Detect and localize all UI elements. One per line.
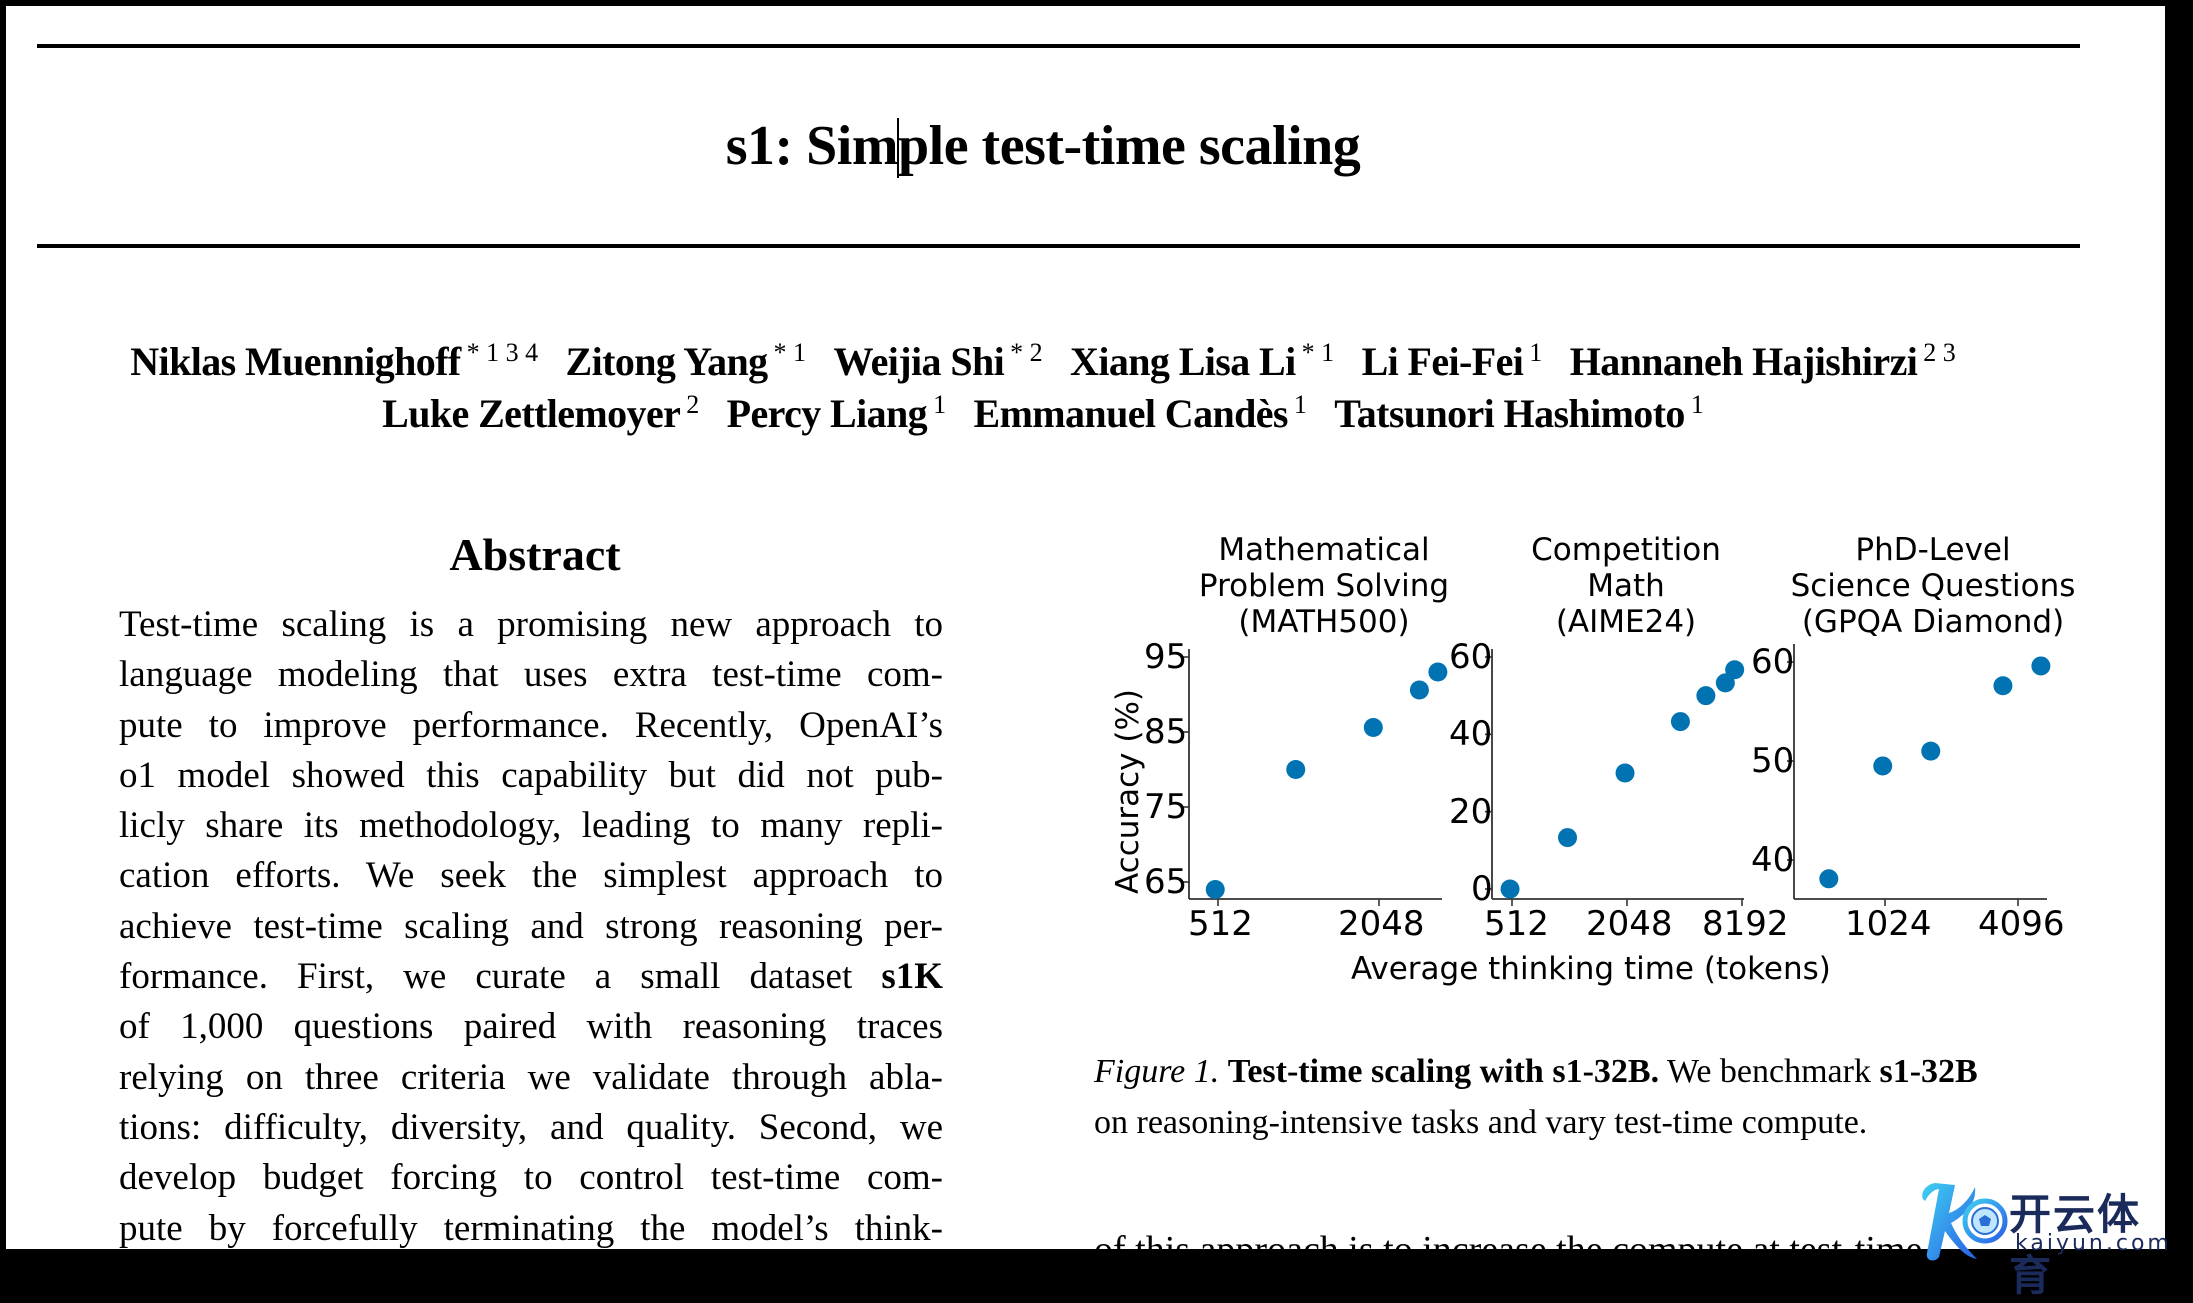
kaiyun-logo-icon	[1922, 1183, 2008, 1261]
author: Percy Liang 1	[726, 390, 947, 436]
paper-page: s1: Simple test-time scaling Niklas Muen…	[6, 6, 2165, 1249]
chart-2-xtick: 2048	[1586, 904, 1673, 944]
x-axis-label: Average thinking time (tokens)	[1351, 951, 1831, 987]
text-cursor	[897, 118, 899, 178]
abstract-line: formance. First, we curate a small datas…	[119, 956, 943, 998]
abstract-line: relying on three criteria we validate th…	[119, 1056, 943, 1098]
chart-1-ytick: 65	[1144, 862, 1188, 902]
data-point	[1428, 662, 1448, 682]
data-point	[1819, 869, 1839, 889]
data-point	[1286, 760, 1306, 779]
chart-2-ytick: 0	[1471, 869, 1493, 909]
abstract-line: licly share its methodology, leading to …	[119, 805, 943, 847]
watermark-logo: 开云体育 kaiyun.com	[1905, 1175, 2169, 1300]
abstract-body: Test-time scaling is a promising new app…	[119, 600, 943, 1249]
abstract-line: pute by forcefully terminating the model…	[119, 1207, 943, 1249]
abstract-line: language modeling that uses extra test-t…	[119, 654, 943, 696]
title-part-2: ple test-time scaling	[898, 115, 1361, 177]
chart-1-ytick: 85	[1144, 712, 1188, 752]
chart-1-title: Mathematical Problem Solving (MATH500)	[1198, 532, 1450, 640]
data-point	[1670, 712, 1690, 732]
watermark-en-text: kaiyun.com	[2015, 1231, 2172, 1256]
chart-2-title: Competition Math (AIME24)	[1531, 532, 1721, 640]
abstract-line: o1 model showed this capability but did …	[119, 754, 943, 796]
chart-1-ytick: 95	[1144, 637, 1188, 677]
author: Emmanuel Candès 1	[973, 390, 1307, 436]
abstract-line: achieve test-time scaling and strong rea…	[119, 905, 943, 947]
chart-3-title: PhD-Level Science Questions (GPQA Diamon…	[1790, 532, 2076, 640]
top-rule	[37, 44, 2080, 48]
chart-3-ytick: 60	[1751, 642, 1795, 682]
figure-1-charts	[1182, 644, 2051, 906]
abstract-line: Test-time scaling is a promising new app…	[119, 604, 943, 645]
chart-2-xtick: 8192	[1702, 904, 1789, 944]
figure-caption: Figure 1. Test-time scaling with s1-32B.…	[1094, 1053, 1978, 1141]
abstract-line: of 1,000 questions paired with reasoning…	[119, 1006, 943, 1048]
data-point	[1921, 741, 1941, 761]
chart-2-ytick: 20	[1449, 792, 1493, 832]
data-point	[1696, 686, 1716, 706]
chart-3-xtick: 1024	[1845, 904, 1932, 944]
abstract-line: develop budget forcing to control test-t…	[119, 1157, 943, 1199]
author: Tatsunori Hashimoto 1	[1334, 390, 1704, 436]
chart-3-ytick: 40	[1751, 840, 1795, 880]
data-point	[1725, 660, 1745, 680]
data-point	[1409, 680, 1429, 700]
author: Hannaneh Hajishirzi 2 3	[1569, 338, 1956, 384]
data-point	[1558, 828, 1578, 848]
author: Zitong Yang * 1	[565, 338, 807, 384]
abstract-heading: Abstract	[449, 529, 621, 580]
abstract-line: pute to improve performance. Recently, O…	[119, 704, 943, 746]
data-point	[1615, 763, 1635, 783]
chart-3-ytick: 50	[1751, 741, 1795, 781]
bottom-rule	[37, 244, 2080, 248]
chart-3-xtick: 4096	[1978, 904, 2065, 944]
abstract-line: tions: difficulty, diversity, and qualit…	[119, 1106, 943, 1148]
chart-2-ytick: 60	[1449, 637, 1493, 677]
chart-2-ytick: 40	[1449, 714, 1493, 754]
author: Li Fei-Fei 1	[1361, 338, 1543, 384]
data-point	[1993, 676, 2013, 696]
figure-label: Figure 1.	[1094, 1053, 1220, 1090]
author: Weijia Shi * 2	[833, 338, 1043, 384]
title-part-1: s1: Sim	[725, 115, 899, 177]
author: Niklas Muennighoff * 1 3 4	[130, 338, 539, 384]
model-name: s1-32B	[1879, 1053, 1978, 1090]
abstract-line: cation efforts. We seek the simplest app…	[119, 855, 943, 897]
author: Xiang Lisa Li * 1	[1070, 338, 1335, 384]
data-point	[1363, 718, 1383, 737]
y-axis-label: Accuracy (%)	[1110, 688, 1146, 894]
authors-line-2: Luke Zettlemoyer 2 Percy Liang 1 Emmanuel …	[6, 390, 2080, 437]
body-text-cutoff: of this approach is to increase the comp…	[1094, 1228, 1922, 1249]
data-point	[2031, 656, 2051, 676]
chart-1-xtick: 512	[1188, 904, 1253, 944]
chart-2-xtick: 512	[1484, 904, 1549, 944]
author: Luke Zettlemoyer 2	[382, 390, 700, 436]
data-point	[1205, 880, 1225, 899]
chart-1-ytick: 75	[1144, 787, 1188, 827]
data-point	[1873, 756, 1893, 776]
caption-title: Test-time scaling with s1-32B.	[1227, 1053, 1660, 1090]
data-point	[1500, 879, 1520, 899]
dataset-name: s1K	[881, 956, 943, 998]
authors-line-1: Niklas Muennighoff * 1 3 4 Zitong Yang * 1…	[6, 338, 2080, 385]
chart-1-xtick: 2048	[1338, 904, 1425, 944]
paper-title: s1: Simple test-time scaling	[6, 114, 2080, 178]
data-point	[1715, 673, 1735, 693]
